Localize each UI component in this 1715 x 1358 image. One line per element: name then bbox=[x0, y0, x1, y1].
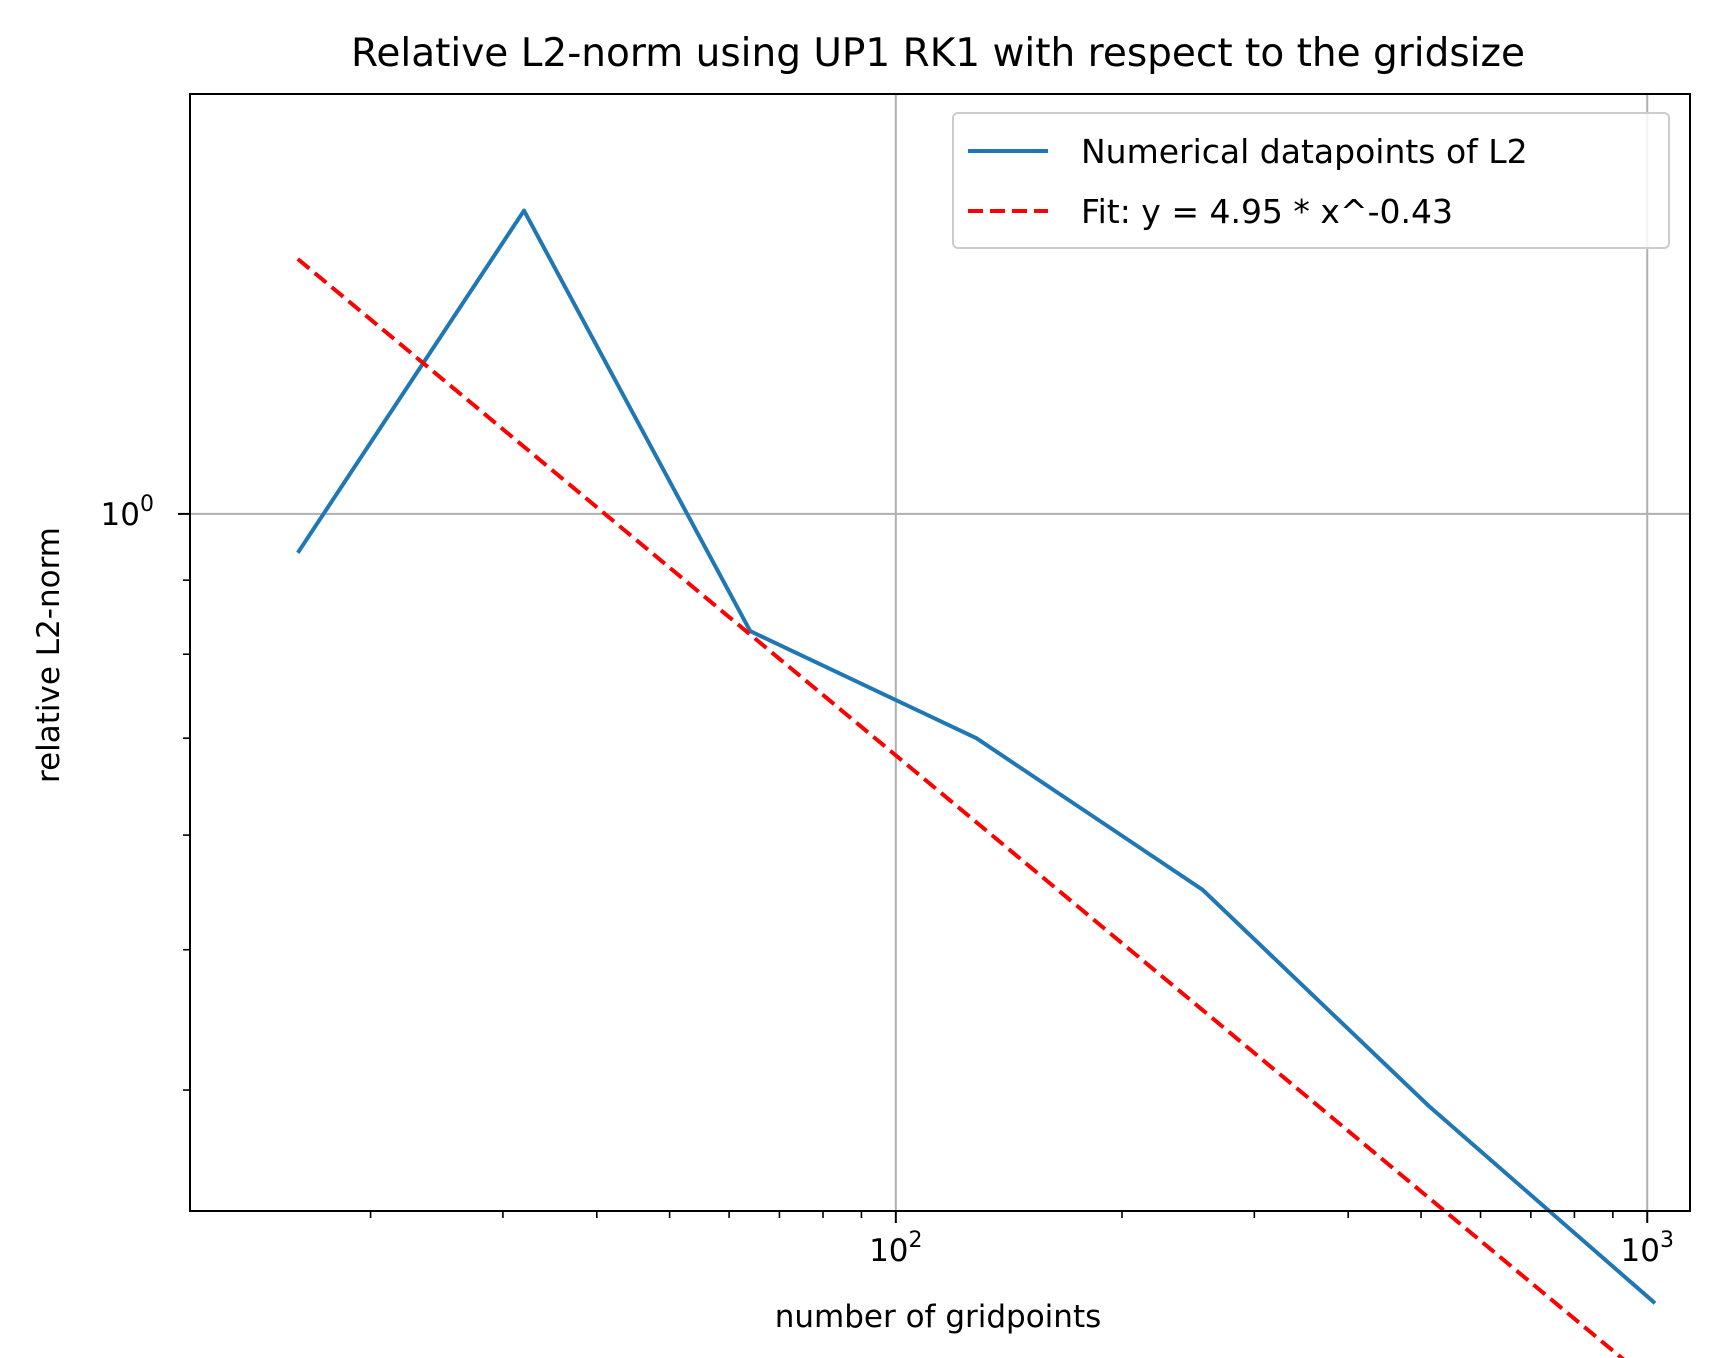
legend-label-1: Fit: y = 4.95 * x^-0.43 bbox=[1081, 192, 1453, 231]
x-axis-label: number of gridpoints bbox=[775, 1299, 1102, 1335]
legend-box bbox=[952, 112, 1670, 249]
legend-label-0: Numerical datapoints of L2 bbox=[1081, 132, 1528, 171]
axes-frame bbox=[189, 93, 1691, 1212]
y-axis-label: relative L2-norm bbox=[31, 527, 67, 783]
x-tick-label-0: 102 bbox=[869, 1228, 922, 1269]
y-tick-exponent-0: 0 bbox=[140, 492, 154, 517]
series-line-0 bbox=[296, 208, 1657, 1305]
x-tick-exponent-0: 2 bbox=[909, 1228, 923, 1253]
series-line-1 bbox=[296, 257, 1625, 1358]
x-tick-exponent-1: 3 bbox=[1660, 1228, 1674, 1253]
chart-title: Relative L2-norm using UP1 RK1 with resp… bbox=[351, 31, 1525, 76]
